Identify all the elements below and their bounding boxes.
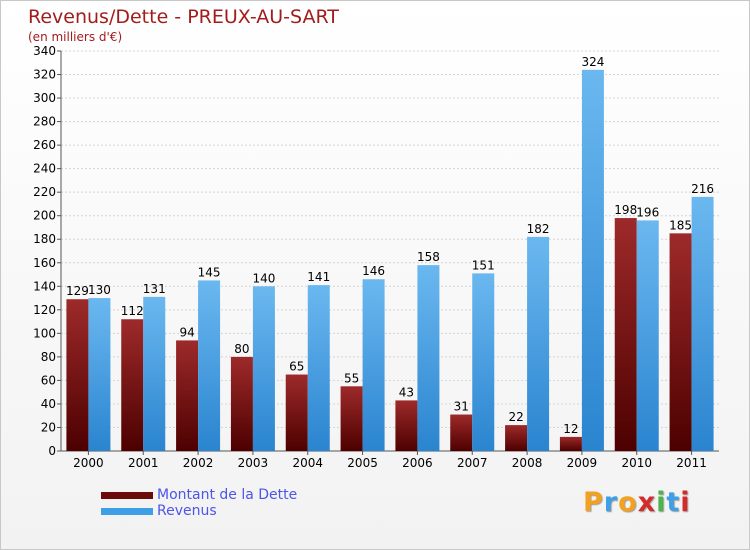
- bar-revenue-2007: [472, 273, 495, 451]
- bar-revenue-2011: [691, 196, 714, 451]
- bar-revenue-2009: [581, 69, 604, 451]
- x-tick-label: 2003: [238, 456, 269, 470]
- y-tick-label: 0: [48, 444, 56, 458]
- y-tick-label: 200: [33, 209, 56, 223]
- axes: 0 20 40 60 80 100 120 140 160 180 200 220 240 260 280 3…: [33, 44, 719, 470]
- data-label-debt-2007: 31: [454, 400, 469, 414]
- data-label-revenue-2008: 182: [527, 222, 550, 236]
- y-tick-label: 300: [33, 91, 56, 105]
- logo-letter: r: [603, 487, 619, 518]
- y-tick-label: 140: [33, 279, 56, 293]
- bar-revenue-2002: [198, 280, 221, 451]
- data-label-revenue-2000: 130: [88, 283, 111, 297]
- data-label-revenue-2007: 151: [472, 258, 495, 272]
- y-tick-label: 220: [33, 185, 56, 199]
- logo-letter: i: [680, 487, 691, 518]
- bar-revenue-2010: [636, 220, 659, 451]
- y-tick-label: 120: [33, 303, 56, 317]
- y-tick-label: 180: [33, 232, 56, 246]
- bar-debt-2008: [505, 425, 528, 451]
- bar-revenue-2004: [307, 285, 330, 451]
- legend-label-revenue: Revenus: [157, 503, 217, 519]
- data-label-debt-2006: 43: [399, 385, 414, 399]
- data-label-revenue-2002: 145: [198, 265, 221, 279]
- data-label-debt-2004: 65: [289, 360, 304, 374]
- data-label-debt-2000: 129: [66, 284, 89, 298]
- logo-letter: o: [618, 487, 638, 518]
- data-label-revenue-2011: 216: [691, 182, 714, 196]
- y-tick-label: 160: [33, 256, 56, 270]
- data-label-revenue-2006: 158: [417, 250, 440, 264]
- x-tick-label: 2002: [183, 456, 214, 470]
- y-tick-label: 60: [41, 373, 56, 387]
- x-tick-label: 2007: [457, 456, 488, 470]
- data-label-debt-2002: 94: [179, 325, 194, 339]
- bar-revenue-2008: [527, 236, 550, 451]
- proxiti-logo: Proxiti: [583, 487, 691, 518]
- y-tick-label: 280: [33, 115, 56, 129]
- data-label-debt-2005: 55: [344, 371, 359, 385]
- data-label-debt-2009: 12: [563, 422, 578, 436]
- data-label-revenue-2003: 140: [252, 271, 275, 285]
- data-label-revenue-2010: 196: [636, 205, 659, 219]
- bars: [66, 69, 714, 451]
- bar-revenue-2000: [88, 298, 111, 451]
- bar-revenue-2006: [417, 265, 440, 451]
- logo-letter: i: [656, 487, 667, 518]
- data-labels: 129 130 112 131 94 145 80 140 65 141 55 146 43 158 31 1…: [66, 55, 714, 436]
- data-label-debt-2008: 22: [508, 410, 523, 424]
- bar-revenue-2003: [252, 286, 275, 451]
- x-tick-label: 2005: [347, 456, 378, 470]
- logo-letter: x: [637, 487, 657, 518]
- y-tick-label: 80: [41, 350, 56, 364]
- logo-letter: t: [666, 487, 681, 518]
- chart-subtitle: (en milliers d'€): [28, 30, 123, 44]
- x-tick-label: 2000: [73, 456, 104, 470]
- bar-revenue-2005: [362, 279, 385, 451]
- data-label-debt-2003: 80: [234, 342, 249, 356]
- bar-debt-2001: [121, 319, 144, 451]
- legend-label-debt: Montant de la Dette: [157, 487, 298, 503]
- x-tick-label: 2011: [676, 456, 707, 470]
- gridlines: [61, 50, 719, 452]
- data-label-revenue-2009: 324: [581, 55, 604, 69]
- bar-debt-2003: [230, 356, 253, 451]
- x-tick-label: 2001: [128, 456, 159, 470]
- y-tick-label: 260: [33, 138, 56, 152]
- legend-swatch-revenue: [101, 508, 153, 515]
- y-tick-label: 20: [41, 420, 56, 434]
- bar-debt-2006: [395, 400, 418, 451]
- x-tick-label: 2004: [292, 456, 323, 470]
- bar-debt-2009: [559, 436, 582, 451]
- x-tick-label: 2006: [402, 456, 433, 470]
- bar-debt-2010: [614, 218, 637, 451]
- bar-debt-2011: [669, 233, 692, 451]
- data-label-revenue-2005: 146: [362, 264, 385, 278]
- x-tick-label: 2009: [567, 456, 598, 470]
- y-tick-label: 240: [33, 162, 56, 176]
- bar-debt-2004: [285, 374, 308, 451]
- logo-letter: P: [583, 487, 604, 518]
- y-tick-label: 100: [33, 326, 56, 340]
- data-label-revenue-2001: 131: [143, 282, 166, 296]
- chart-title: Revenus/Dette - PREUX-AU-SART: [28, 6, 339, 28]
- data-label-debt-2011: 185: [669, 218, 692, 232]
- legend-swatch-debt: [101, 492, 153, 499]
- y-tick-label: 40: [41, 397, 56, 411]
- bar-debt-2002: [176, 340, 199, 451]
- bar-revenue-2001: [143, 296, 166, 451]
- bar-debt-2005: [340, 386, 363, 451]
- y-tick-label: 340: [33, 44, 56, 58]
- x-tick-label: 2010: [621, 456, 652, 470]
- y-tick-label: 320: [33, 68, 56, 82]
- data-label-debt-2010: 198: [614, 203, 637, 217]
- data-label-debt-2001: 112: [121, 304, 144, 318]
- x-tick-label: 2008: [512, 456, 543, 470]
- data-label-revenue-2004: 141: [307, 270, 330, 284]
- bar-debt-2000: [66, 299, 89, 451]
- bar-debt-2007: [450, 414, 473, 451]
